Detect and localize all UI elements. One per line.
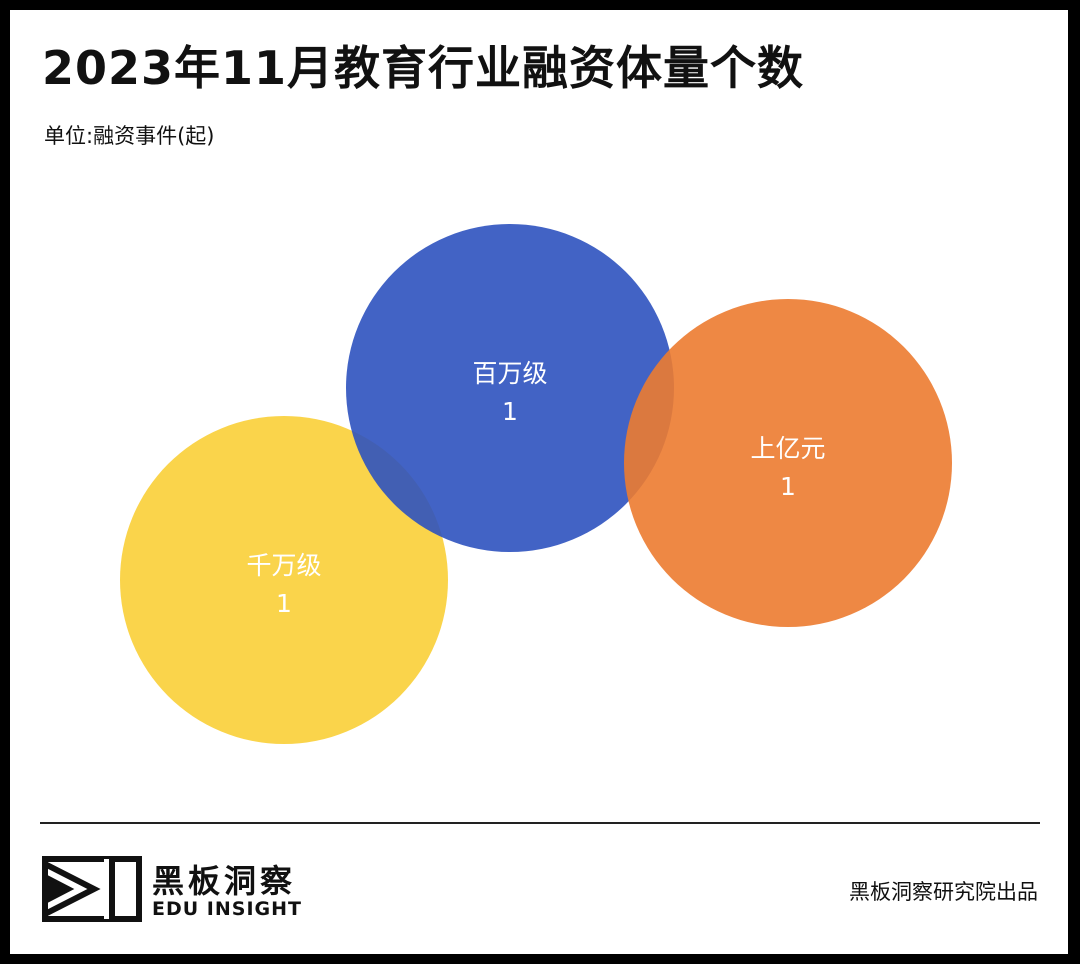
bubble-value-label: 1 [502,397,518,426]
bubble-category-label: 上亿元 [750,434,825,463]
bubble-circle-shangyi [624,299,952,627]
brand-logo: 黑板洞察 EDU INSIGHT [42,856,322,926]
logo-chinese-text: 黑板洞察 [152,862,297,900]
bubble-baiwan: 百万级 1 [346,224,674,552]
bubble-circle-baiwan [346,224,674,552]
chart-title: 2023年11月教育行业融资体量个数 [42,41,805,95]
eye-logo-icon [42,856,142,922]
footer-divider [40,822,1040,824]
bubble-qianwan: 千万级 1 [120,416,448,744]
bubble-category-label: 百万级 [472,359,547,388]
bubble-value-label: 1 [276,589,292,618]
chart-card: 2023年11月教育行业融资体量个数 单位:融资事件(起) 千万级 1 百万级 1 上亿… [10,10,1068,954]
publisher-credit: 黑板洞察研究院出品 [849,880,1038,904]
bubble-category-label: 千万级 [246,551,321,580]
logo-english-text: EDU INSIGHT [152,898,302,920]
chart-unit-label: 单位:融资事件(起) [44,124,215,148]
bubble-chart: 千万级 1 百万级 1 上亿元 1 [120,224,952,744]
bubble-shangyi: 上亿元 1 [624,299,952,627]
bubble-value-label: 1 [780,472,796,501]
bubble-circle-qianwan [120,416,448,744]
